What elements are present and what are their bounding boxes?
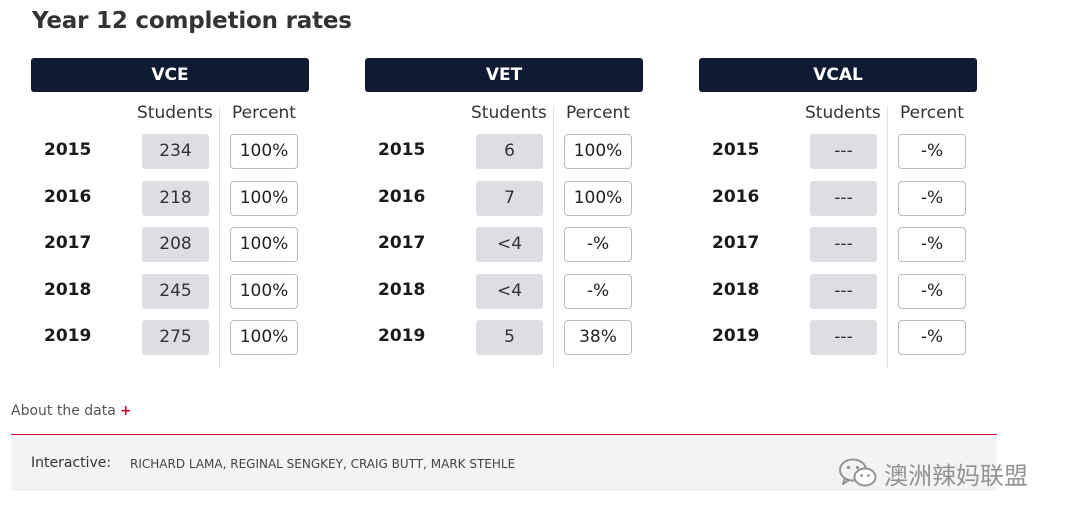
percent-value: 100%	[230, 227, 298, 262]
students-value: ---	[810, 320, 877, 355]
column-divider	[219, 106, 220, 368]
students-value: ---	[810, 227, 877, 262]
students-value: 245	[142, 273, 209, 309]
table-row: 2015 --- -%	[699, 132, 977, 179]
panel-vcal: VCAL Students Percent 2015 --- -% 2016 -…	[699, 58, 977, 368]
column-headers: Students Percent	[365, 92, 643, 132]
year-label: 2018	[378, 279, 426, 300]
students-value: <4	[476, 227, 543, 262]
table-row: 2019 --- -%	[699, 318, 977, 365]
table-row: 2016 --- -%	[699, 179, 977, 226]
year-label: 2015	[712, 140, 760, 160]
table-row: 2016 7 100%	[365, 179, 643, 226]
column-headers: Students Percent	[699, 92, 977, 132]
table-row: 2019 275 100%	[31, 318, 309, 365]
percent-value: -%	[898, 134, 966, 169]
year-label: 2017	[712, 233, 760, 253]
wechat-icon	[839, 458, 877, 487]
panel-header: VCAL	[699, 58, 977, 92]
table-row: 2018 --- -%	[699, 272, 977, 319]
year-label: 2017	[44, 233, 92, 253]
watermark: 澳洲辣妈联盟	[838, 456, 1028, 490]
about-the-data-toggle[interactable]: About the data +	[11, 403, 132, 419]
percent-column-header: Percent	[566, 103, 630, 123]
table-row: 2018 <4 -%	[365, 272, 643, 319]
percent-value: -%	[898, 227, 966, 262]
plus-icon: +	[119, 403, 132, 419]
year-label: 2016	[712, 186, 760, 207]
column-divider	[553, 106, 554, 368]
students-column-header: Students	[471, 103, 547, 123]
students-value: ---	[810, 180, 877, 216]
year-label: 2016	[378, 186, 426, 207]
students-value: 275	[142, 320, 209, 355]
students-value: 6	[476, 134, 543, 169]
credits-text: RICHARD LAMA, REGINAL SENGKEY, CRAIG BUT…	[130, 457, 516, 471]
students-value: 218	[142, 180, 209, 216]
year-label: 2018	[44, 279, 92, 300]
percent-value: -%	[564, 273, 632, 309]
students-value: ---	[810, 273, 877, 309]
table-row: 2015 6 100%	[365, 132, 643, 179]
percent-value: 100%	[230, 180, 298, 216]
table-row: 2017 <4 -%	[365, 225, 643, 272]
percent-value: 100%	[230, 273, 298, 309]
percent-value: 100%	[230, 320, 298, 355]
students-value: 234	[142, 134, 209, 169]
percent-value: 100%	[564, 180, 632, 216]
year-label: 2018	[712, 279, 760, 300]
students-column-header: Students	[805, 103, 881, 123]
percent-value: -%	[898, 320, 966, 355]
percent-column-header: Percent	[232, 103, 296, 123]
panel-vet: VET Students Percent 2015 6 100% 2016 7 …	[365, 58, 643, 368]
year-label: 2016	[44, 186, 92, 207]
page-title: Year 12 completion rates	[32, 8, 352, 34]
students-value: 208	[142, 227, 209, 262]
column-divider	[887, 106, 888, 368]
students-value: 7	[476, 180, 543, 216]
panel-vce: VCE Students Percent 2015 234 100% 2016 …	[31, 58, 309, 368]
column-headers: Students Percent	[31, 92, 309, 132]
year-label: 2017	[378, 233, 426, 253]
students-value: <4	[476, 273, 543, 309]
credits-footer: Interactive: RICHARD LAMA, REGINAL SENGK…	[11, 435, 997, 491]
table-row: 2018 245 100%	[31, 272, 309, 319]
panel-header: VET	[365, 58, 643, 92]
panel-header: VCE	[31, 58, 309, 92]
percent-value: -%	[898, 273, 966, 309]
percent-value: 100%	[230, 134, 298, 169]
percent-value: -%	[564, 227, 632, 262]
year-label: 2015	[378, 140, 426, 160]
students-value: 5	[476, 320, 543, 355]
table-row: 2015 234 100%	[31, 132, 309, 179]
year-label: 2015	[44, 140, 92, 160]
year-label: 2019	[378, 326, 426, 346]
table-row: 2017 208 100%	[31, 225, 309, 272]
table-row: 2019 5 38%	[365, 318, 643, 365]
percent-column-header: Percent	[900, 103, 964, 123]
watermark-text: 澳洲辣妈联盟	[884, 461, 1028, 490]
year-label: 2019	[712, 326, 760, 346]
interactive-label: Interactive:	[31, 455, 112, 471]
percent-value: 38%	[564, 320, 632, 355]
students-value: ---	[810, 134, 877, 169]
about-the-data-label: About the data	[11, 403, 116, 419]
percent-value: -%	[898, 180, 966, 216]
year-label: 2019	[44, 326, 92, 346]
divider-rule	[11, 434, 997, 435]
percent-value: 100%	[564, 134, 632, 169]
table-row: 2017 --- -%	[699, 225, 977, 272]
table-row: 2016 218 100%	[31, 179, 309, 226]
students-column-header: Students	[137, 103, 213, 123]
